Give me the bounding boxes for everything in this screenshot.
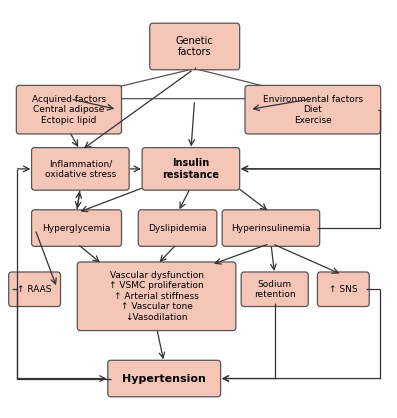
Text: Genetic
factors: Genetic factors: [176, 36, 214, 57]
FancyBboxPatch shape: [16, 85, 121, 134]
FancyBboxPatch shape: [108, 360, 221, 397]
Text: Hyperinsulinemia: Hyperinsulinemia: [231, 224, 311, 232]
Text: Inflammation/
oxidative stress: Inflammation/ oxidative stress: [45, 159, 116, 178]
FancyBboxPatch shape: [142, 148, 240, 190]
FancyBboxPatch shape: [241, 272, 308, 306]
FancyBboxPatch shape: [138, 210, 217, 246]
Text: Insulin
resistance: Insulin resistance: [162, 158, 220, 180]
Text: Dyslipidemia: Dyslipidemia: [148, 224, 207, 232]
FancyBboxPatch shape: [32, 148, 129, 190]
FancyBboxPatch shape: [245, 85, 381, 134]
FancyBboxPatch shape: [32, 210, 121, 246]
Text: Hypertension: Hypertension: [122, 374, 206, 384]
Text: Acquired factors
Central adipose
Ectopic lipid: Acquired factors Central adipose Ectopic…: [32, 95, 106, 125]
FancyBboxPatch shape: [222, 210, 320, 246]
Text: ↑ SNS: ↑ SNS: [329, 285, 358, 294]
Text: Hyperglycemia: Hyperglycemia: [42, 224, 111, 232]
FancyBboxPatch shape: [150, 23, 240, 70]
Text: Sodium
retention: Sodium retention: [254, 280, 295, 299]
Text: ↑ RAAS: ↑ RAAS: [17, 285, 52, 294]
FancyBboxPatch shape: [77, 262, 236, 331]
FancyBboxPatch shape: [9, 272, 60, 306]
Text: Environmental factors
Diet
Exercise: Environmental factors Diet Exercise: [263, 95, 363, 125]
FancyBboxPatch shape: [318, 272, 369, 306]
Text: Vascular dysfunction
↑ VSMC proliferation
↑ Arterial stiffness
↑ Vascular tone
↓: Vascular dysfunction ↑ VSMC proliferatio…: [109, 271, 204, 321]
